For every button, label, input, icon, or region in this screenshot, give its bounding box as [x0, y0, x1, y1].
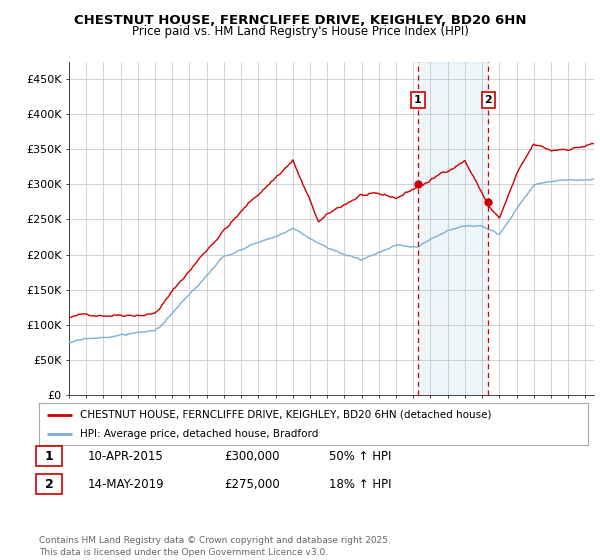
Text: CHESTNUT HOUSE, FERNCLIFFE DRIVE, KEIGHLEY, BD20 6HN: CHESTNUT HOUSE, FERNCLIFFE DRIVE, KEIGHL…: [74, 14, 526, 27]
Text: CHESTNUT HOUSE, FERNCLIFFE DRIVE, KEIGHLEY, BD20 6HN (detached house): CHESTNUT HOUSE, FERNCLIFFE DRIVE, KEIGHL…: [80, 410, 491, 420]
Text: £300,000: £300,000: [224, 450, 280, 463]
Text: 2: 2: [45, 478, 53, 491]
Text: 1: 1: [414, 95, 422, 105]
Text: £275,000: £275,000: [224, 478, 280, 491]
Text: HPI: Average price, detached house, Bradford: HPI: Average price, detached house, Brad…: [80, 430, 319, 439]
Text: 1: 1: [45, 450, 53, 463]
Text: 18% ↑ HPI: 18% ↑ HPI: [329, 478, 391, 491]
Bar: [418, 62, 488, 395]
Text: 2: 2: [485, 95, 493, 105]
Text: Price paid vs. HM Land Registry's House Price Index (HPI): Price paid vs. HM Land Registry's House …: [131, 25, 469, 38]
Text: 14-MAY-2019: 14-MAY-2019: [88, 478, 164, 491]
Text: Contains HM Land Registry data © Crown copyright and database right 2025.
This d: Contains HM Land Registry data © Crown c…: [39, 536, 391, 557]
Text: 50% ↑ HPI: 50% ↑ HPI: [329, 450, 391, 463]
Text: 10-APR-2015: 10-APR-2015: [88, 450, 164, 463]
